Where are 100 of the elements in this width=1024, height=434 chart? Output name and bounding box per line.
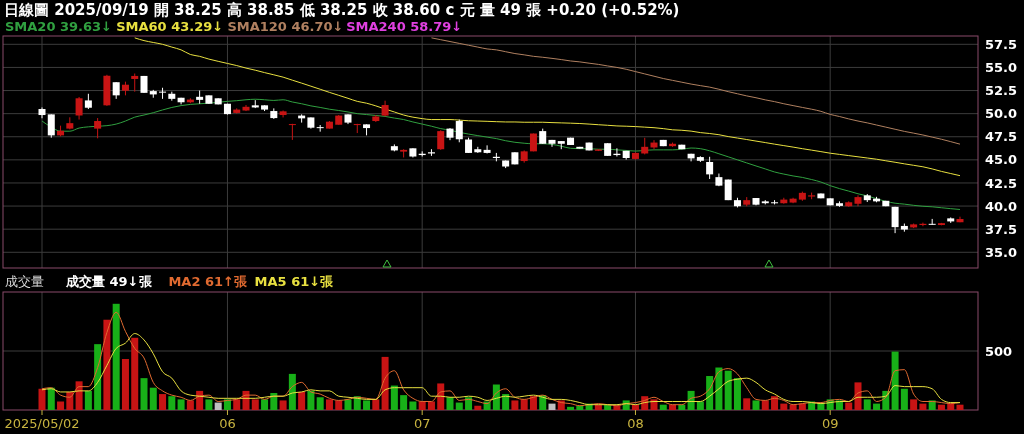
line-series: [134, 37, 961, 177]
candlestick: [455, 119, 463, 143]
bar: [298, 391, 306, 410]
candlestick: [38, 106, 46, 119]
y-tick-label: 52.5: [985, 83, 1018, 99]
bar: [854, 382, 862, 410]
bar: [455, 402, 463, 410]
legend-label: SMA240 58.79↓: [346, 19, 463, 34]
y-tick-label: 57.5: [985, 36, 1018, 52]
bar: [502, 394, 510, 410]
bar: [325, 399, 333, 410]
bar: [659, 404, 667, 410]
bar: [696, 401, 704, 410]
candlestick: [288, 123, 296, 141]
series-label: SMA60 43.29↓: [116, 19, 224, 34]
bar: [390, 385, 398, 410]
bar: [752, 400, 760, 410]
bar: [669, 404, 677, 410]
y-tick-label: 50.0: [985, 106, 1018, 122]
bar: [159, 394, 167, 410]
bar: [529, 396, 537, 410]
bar: [288, 373, 296, 410]
chart-title: 日線圖 2025/09/19 開 38.25 高 38.85 低 38.25 收 38.60 c 元 量 49 張 +0.20 (+0.52%): [4, 1, 680, 19]
x-tick-label: 06: [219, 416, 236, 431]
bar: [363, 400, 371, 410]
bar: [733, 378, 741, 410]
bar: [761, 400, 769, 410]
bar: [140, 378, 148, 410]
text: SMA120 46.70↓: [227, 19, 344, 34]
bar: [427, 401, 435, 410]
text: MA5 61↓張: [254, 274, 335, 289]
y-tick-label: 47.5: [985, 129, 1018, 145]
bar: [910, 399, 918, 410]
line-series: [430, 37, 961, 145]
bar: [771, 396, 779, 410]
bar: [149, 387, 157, 410]
bar: [937, 404, 945, 410]
x-tick-label: 08: [627, 416, 644, 431]
x-tick-label: 09: [821, 416, 839, 431]
bar: [261, 399, 269, 410]
bar: [38, 388, 46, 410]
y-tick-label: 55.0: [985, 59, 1018, 75]
bar: [780, 403, 788, 410]
bar: [678, 404, 686, 410]
bar: [112, 303, 120, 410]
bar: [381, 356, 389, 410]
y-axis-title: 成交量: [5, 274, 44, 289]
bar: [307, 390, 315, 410]
candlestick: [159, 87, 167, 100]
bar: [650, 399, 658, 410]
bar: [631, 404, 639, 410]
text: SMA20 39.63↓: [5, 19, 112, 34]
bar: [214, 402, 222, 410]
bar: [743, 398, 751, 410]
x-tick-label: 2025/05/02: [4, 416, 80, 431]
text: 500: [985, 343, 1013, 359]
bar: [316, 397, 324, 410]
series-label: 成交量 49↓張: [65, 274, 153, 289]
candlestick: [891, 206, 899, 234]
bar: [57, 401, 65, 410]
bar: [47, 387, 55, 410]
bar: [891, 351, 899, 410]
bar: [863, 399, 871, 410]
bar: [576, 405, 584, 410]
candlestick: [437, 129, 445, 151]
bar: [947, 403, 955, 410]
bar: [121, 359, 129, 410]
bar: [567, 406, 575, 410]
bar: [845, 402, 853, 410]
bar: [956, 404, 964, 410]
bar: [205, 399, 213, 410]
bar: [344, 399, 352, 410]
bar: [900, 388, 908, 410]
bar: [186, 400, 194, 410]
bar: [270, 393, 278, 410]
y-tick-label: 42.5: [985, 175, 1018, 191]
bar: [251, 399, 259, 410]
bar: [873, 403, 881, 410]
bar: [446, 397, 454, 410]
bar: [613, 405, 621, 410]
bar: [84, 390, 92, 410]
candlestick: [75, 96, 83, 121]
y-tick-label: 40.0: [985, 198, 1018, 214]
bar: [94, 344, 102, 410]
bar: [474, 405, 482, 410]
bar: [372, 399, 380, 410]
y-tick-label: 45.0: [985, 152, 1018, 168]
candlestick: [706, 156, 714, 180]
bar: [520, 399, 528, 410]
y-tick-label: 37.5: [985, 221, 1018, 237]
bar: [724, 370, 732, 410]
bar: [715, 367, 723, 410]
bar: [131, 337, 139, 410]
bar: [548, 403, 556, 410]
bar: [168, 396, 176, 410]
bar: [103, 319, 111, 410]
candlestick: [94, 117, 102, 139]
bar: [400, 395, 408, 410]
bar: [594, 404, 602, 410]
bar: [279, 400, 287, 410]
